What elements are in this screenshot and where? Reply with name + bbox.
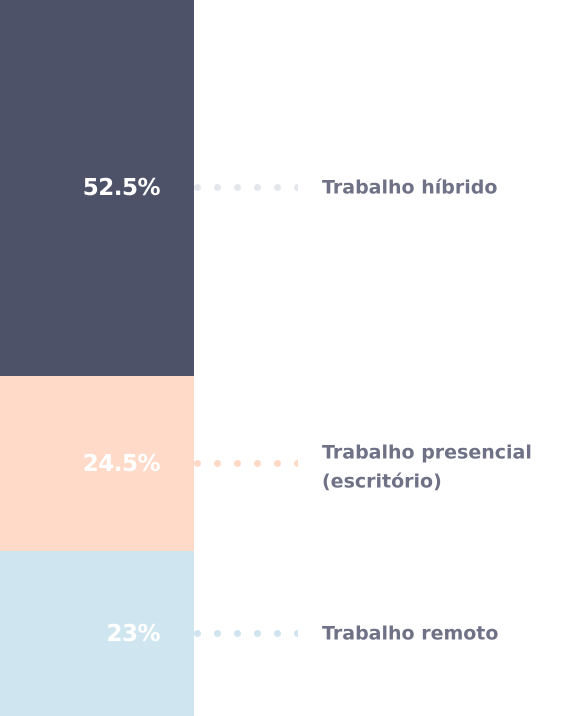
leader-dot <box>254 183 261 191</box>
leader-dot <box>234 629 241 637</box>
leader-dot <box>274 629 281 637</box>
leader-dots-2 <box>194 459 304 468</box>
leader-dot <box>214 459 221 467</box>
leader-dot <box>194 459 201 467</box>
value-label-3: 23% <box>106 620 160 647</box>
leader-dot <box>294 183 298 191</box>
leader-dot <box>214 629 221 637</box>
leader-dot <box>234 183 241 191</box>
leader-dot <box>234 459 241 467</box>
leader-dot <box>254 459 261 467</box>
category-label-1: Trabalho híbrido <box>322 176 498 199</box>
bar-segment-1 <box>0 0 194 376</box>
leader-dot <box>294 629 298 637</box>
leader-dot <box>274 459 281 467</box>
category-label-3: Trabalho remoto <box>322 621 499 644</box>
leader-dot <box>194 183 201 191</box>
leader-dot <box>254 629 261 637</box>
value-label-1: 52.5% <box>82 174 161 201</box>
leader-dot <box>274 183 281 191</box>
bar-segment-3 <box>0 551 194 716</box>
bar-segment-2 <box>0 375 194 552</box>
value-label-2: 24.5% <box>82 450 161 477</box>
leader-dot <box>294 459 298 467</box>
leader-dots-1 <box>194 183 304 192</box>
leader-dot <box>214 183 221 191</box>
category-label-2: Trabalho presencial (escritório) <box>322 441 532 493</box>
leader-dot <box>194 629 201 637</box>
leader-dots-3 <box>194 629 304 638</box>
